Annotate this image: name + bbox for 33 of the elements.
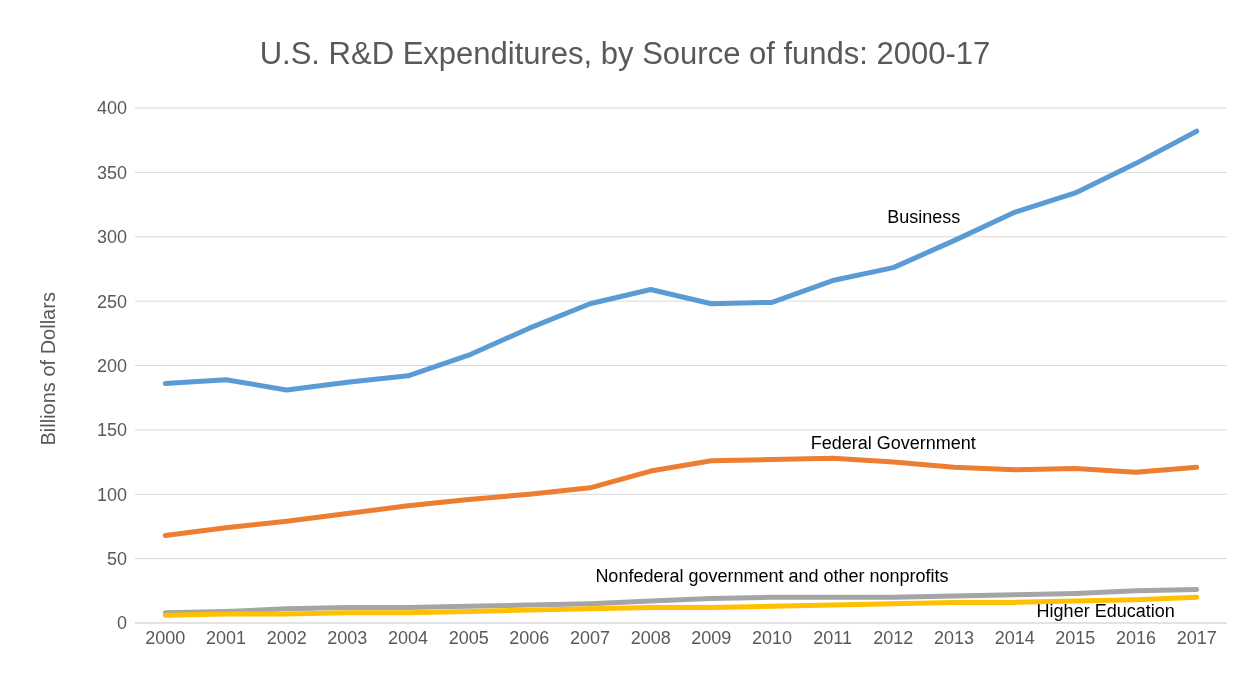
y-tick-label: 300 [96, 227, 127, 248]
x-tick-label: 2008 [630, 627, 671, 648]
x-tick-label: 2014 [994, 627, 1035, 648]
x-tick-label: 2013 [933, 627, 975, 648]
x-tick-label: 2007 [569, 627, 611, 648]
y-tick-label: 350 [96, 162, 127, 183]
y-tick-label: 250 [96, 291, 127, 312]
x-tick-label: 2003 [327, 627, 368, 648]
x-tick-label: 2004 [387, 627, 429, 648]
x-tick-label: 2006 [509, 627, 550, 648]
x-tick-label: 2001 [205, 627, 247, 648]
series-label: Federal Government [810, 433, 976, 454]
chart-title: U.S. R&D Expenditures, by Source of funds: 2000-17 [258, 36, 992, 72]
series-label: Business [887, 206, 961, 227]
y-tick-label: 50 [106, 549, 127, 570]
x-tick-label: 2002 [266, 627, 307, 648]
x-tick-label: 2000 [145, 627, 186, 648]
series-label: Higher Education [1036, 600, 1175, 621]
y-axis-title: Billions of Dollars [37, 292, 60, 446]
y-tick-label: 400 [96, 98, 127, 119]
x-tick-label: 2012 [873, 627, 914, 648]
y-tick-label: 200 [96, 355, 127, 376]
x-tick-label: 2015 [1055, 627, 1096, 648]
series-label: Nonfederal government and other nonprofits [595, 565, 949, 586]
x-tick-label: 2016 [1115, 627, 1157, 648]
x-tick-label: 2011 [813, 627, 853, 648]
x-tick-label: 2005 [448, 627, 489, 648]
x-tick-label: 2017 [1176, 627, 1217, 648]
y-tick-label: 100 [96, 484, 127, 505]
y-tick-label: 150 [96, 420, 127, 441]
y-tick-label: 0 [116, 613, 127, 634]
x-tick-label: 2010 [751, 627, 793, 648]
x-tick-label: 2009 [691, 627, 732, 648]
